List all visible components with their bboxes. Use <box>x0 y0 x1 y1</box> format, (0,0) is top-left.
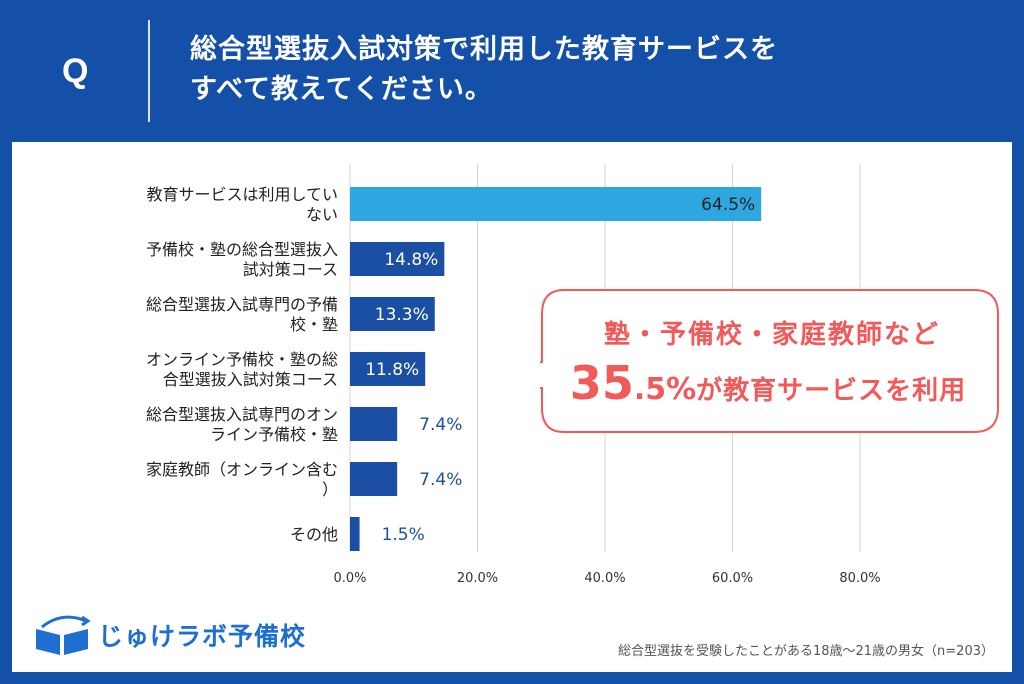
category-label: ない <box>306 205 338 224</box>
category-label: ライン予備校・塾 <box>210 425 338 444</box>
bar-layer <box>350 187 762 551</box>
callout-percent-decimal: .5% <box>633 372 697 407</box>
bar-value-label: 14.8% <box>384 250 438 270</box>
category-label: その他 <box>290 525 338 544</box>
callout-line-1: 塾・予備校・家庭教師など <box>603 320 940 350</box>
x-tick-label: 60.0% <box>712 571 753 586</box>
category-label: 合型選抜入試対策コース <box>163 370 338 389</box>
bar-value-label: 11.8% <box>365 360 419 380</box>
footnote: 総合型選抜を受験したことがある18歳～21歳の男女（n=203） <box>617 644 994 659</box>
bar <box>350 242 445 276</box>
x-tick-label: 40.0% <box>584 571 625 586</box>
question-mark: Q <box>62 52 89 90</box>
category-label: 教育サービスは利用してい <box>146 185 338 204</box>
category-label: オンライン予備校・塾の総 <box>146 350 338 369</box>
category-label: 総合型選抜入試専門のオン <box>146 405 338 424</box>
bar <box>350 352 426 386</box>
callout-text: が教育サービスを利用 <box>696 376 967 406</box>
category-label: 家庭教師（オンライン含む <box>146 460 338 479</box>
question-line-1: 総合型選抜入試対策で利用した教育サービスを <box>190 34 778 65</box>
callout-line-2: 35.5%が教育サービスを利用 <box>548 356 988 410</box>
x-tick-label: 80.0% <box>839 571 880 586</box>
category-label: 総合型選抜入試専門の予備 <box>146 295 338 314</box>
bar <box>350 187 762 221</box>
bar-value-label: 64.5% <box>701 195 755 215</box>
bar-value-label: 1.5% <box>382 525 425 545</box>
category-label: 校・塾 <box>290 315 338 334</box>
logo: じゅけラボ予備校 <box>32 612 306 658</box>
callout-shape <box>540 289 999 433</box>
callout-bubble <box>540 289 999 433</box>
category-label: 試対策コース <box>243 260 338 279</box>
bar-chart: 0.0% 20.0% 40.0% 60.0% 80.0% 64.5% 教育サービスは利用して… <box>146 164 881 586</box>
callout-percent-integer: 35 <box>569 356 634 410</box>
category-label: 予備校・塾の総合型選抜入 <box>146 240 338 259</box>
bar-value-label: 7.4% <box>419 415 462 435</box>
question-text: 総合型選抜入試対策で利用した教育サービスを すべて教えてください。 <box>190 30 778 110</box>
label-layer: 0.0% 20.0% 40.0% 60.0% 80.0% 64.5% 教育サービスは利用して… <box>146 185 881 586</box>
bar <box>350 407 398 441</box>
logo-text: じゅけラボ予備校 <box>98 622 307 651</box>
bar-value-label: 7.4% <box>419 470 462 490</box>
bar-value-label: 13.3% <box>375 305 429 325</box>
header-divider <box>148 20 150 122</box>
x-tick-label: 0.0% <box>333 571 366 586</box>
bar <box>350 517 360 551</box>
category-label: ） <box>322 480 338 499</box>
x-tick-label: 20.0% <box>457 571 498 586</box>
bar <box>350 297 435 331</box>
question-line-2: すべて教えてください。 <box>190 74 493 105</box>
bar <box>350 462 398 496</box>
book-logo-icon <box>36 615 91 655</box>
